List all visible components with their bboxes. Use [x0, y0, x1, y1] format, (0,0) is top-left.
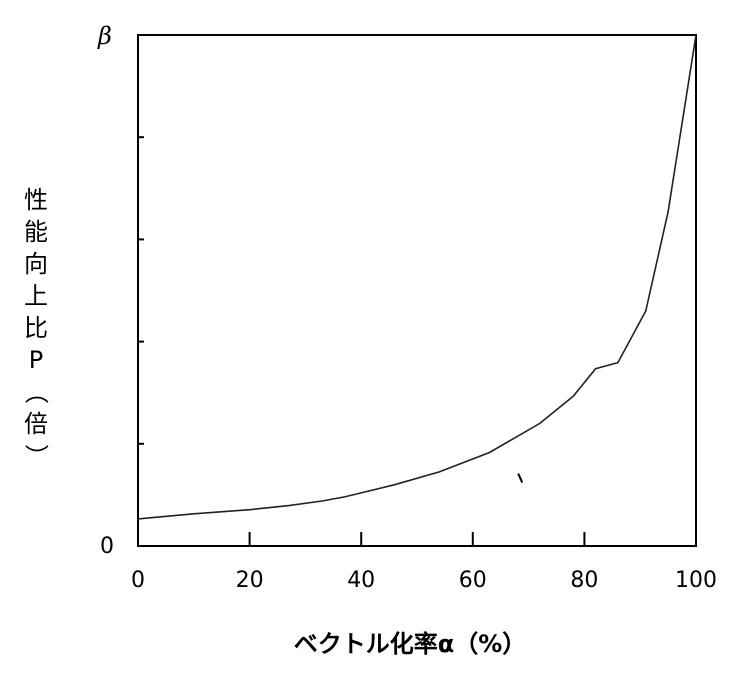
y-axis-label-char: ） [22, 444, 50, 468]
y-axis-label-char: P [29, 346, 43, 374]
y-axis-label-char: 向 [24, 250, 48, 278]
plot-border [137, 34, 697, 547]
y-top-label: β [97, 22, 112, 50]
y-ticks [138, 136, 144, 445]
x-tick-label: 80 [570, 568, 598, 593]
y-bottom-label: 0 [100, 534, 114, 559]
x-tick-label: 0 [131, 568, 145, 593]
y-axis-label-char: 上 [24, 282, 48, 310]
series-line [137, 34, 697, 520]
plot-frame [137, 34, 697, 547]
x-tick-label: 20 [236, 568, 264, 593]
x-tick-label: 100 [675, 568, 717, 593]
x-ticks: 0 20 40 60 80 100 [131, 532, 717, 593]
y-axis-label-char: 能 [24, 218, 48, 246]
y-axis-label-char: （ [22, 380, 50, 404]
x-tick-label: 60 [459, 568, 487, 593]
x-axis-label: ベクトル化率α（%） [294, 630, 527, 658]
y-axis-label-char: 比 [24, 314, 48, 342]
small-mark [517, 473, 524, 483]
performance-curve [137, 34, 697, 520]
x-tick-label: 40 [347, 568, 375, 593]
y-axis-label-char: 性 [24, 186, 48, 214]
y-axis-label-char: 倍 [24, 410, 48, 438]
